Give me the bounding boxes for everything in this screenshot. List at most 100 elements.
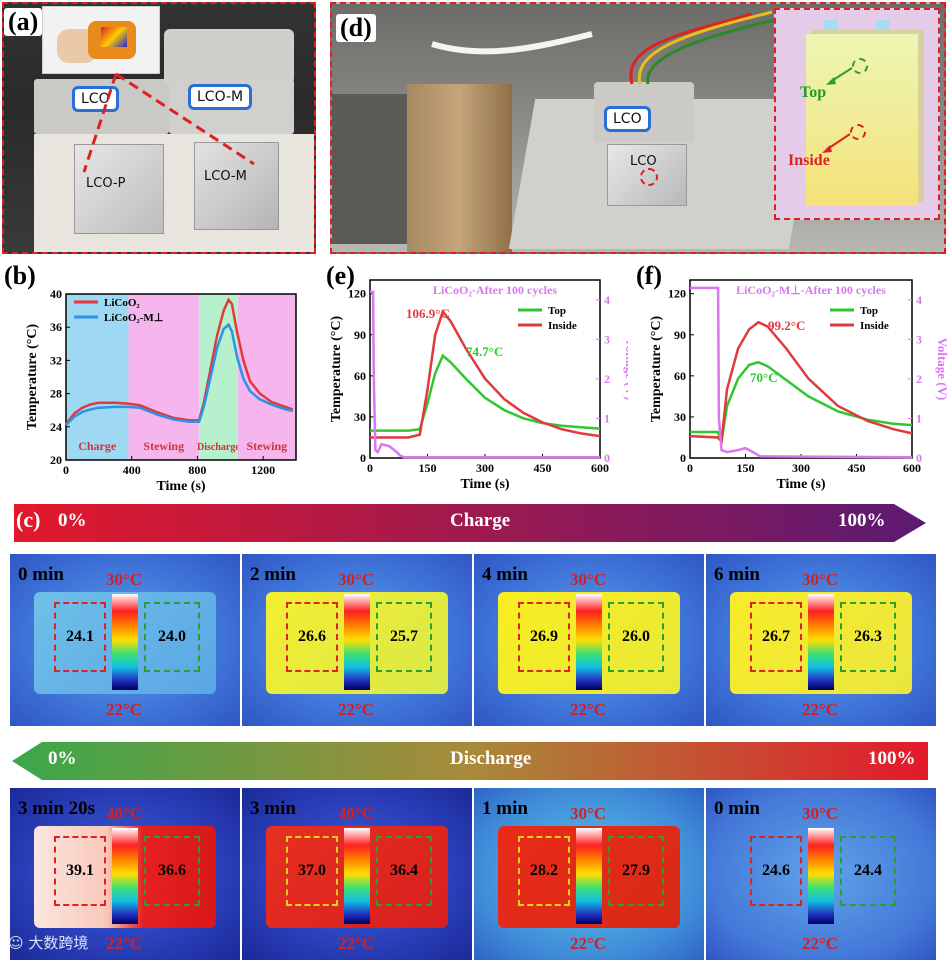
discharge-arrow-bar: 0% Discharge 100% <box>12 740 928 782</box>
x-tick-label-0: 0 <box>63 463 69 477</box>
series-line-0 <box>370 353 601 432</box>
ir-frame: 3 min 40°C 22°C 37.0 36.4 <box>242 788 472 960</box>
ir-time-label: 1 min <box>482 798 528 819</box>
y2-tick-label-2: 2 <box>916 372 922 386</box>
ir-color-scale <box>576 594 602 690</box>
region-0 <box>66 294 129 460</box>
ir-scale-min: 22°C <box>570 934 607 953</box>
ir-color-scale <box>344 828 370 924</box>
x-tick-label-3: 1200 <box>251 463 275 477</box>
tag-lco-d: LCO <box>604 106 651 132</box>
legend-label-1: Inside <box>548 320 577 332</box>
annotation-1: 74.7°C <box>466 344 503 359</box>
ir-color-scale <box>808 828 834 924</box>
ir-color-scale <box>112 828 138 924</box>
discharge-title: Discharge <box>450 748 532 769</box>
region-label-2: Discharge <box>197 442 240 453</box>
discharge-ir-row: 3 min 20s 40°C 22°C 39.1 36.6 3 min 40°C 22°C 37… <box>10 788 938 960</box>
wood-press <box>407 84 512 252</box>
ir-time-label: 0 min <box>714 798 760 819</box>
y2-tick-label-4: 4 <box>916 293 922 307</box>
series-line-1 <box>370 309 601 439</box>
legend-label-1: Inside <box>860 320 889 332</box>
watermark-logo-icon: ☺ <box>8 934 29 952</box>
watermark-text: 大数跨境 <box>28 934 89 952</box>
charge-start-label: 0% <box>58 510 87 531</box>
ir-box-right: 25.7 <box>376 602 432 672</box>
x-tick-label-2: 800 <box>188 463 206 477</box>
legend-label-1: LiCoO₂-M⊥ <box>104 312 163 324</box>
ir-scale-min: 22°C <box>570 700 607 719</box>
charge-arrow-bar: (c) 0% Charge 100% <box>14 502 926 544</box>
ir-time-label: 0 min <box>18 564 64 585</box>
x-axis-label: Time (s) <box>776 477 825 492</box>
ir-time-label: 3 min <box>250 798 296 819</box>
legend-label-0: LiCoO₂ <box>104 297 140 309</box>
x-tick-label-3: 450 <box>534 461 552 475</box>
region-label-3: Stewing <box>247 439 288 453</box>
x-tick-label-0: 0 <box>367 461 373 475</box>
x-tick-label-4: 600 <box>591 461 609 475</box>
cell-diagram-inset: Top Inside <box>774 8 940 220</box>
cell-label-lco-m: LCO-M <box>204 169 247 184</box>
y-tick-label-3: 90 <box>674 328 686 342</box>
ir-box-right: 24.4 <box>840 836 896 906</box>
panel-label-a: (a) <box>4 8 43 36</box>
ir-box-left: 39.1 <box>54 836 106 906</box>
y-tick-label-4: 36 <box>50 320 62 334</box>
chart-b-svg: Charge Stewing Discharge Stewing 0 400 800 1200… <box>25 287 297 494</box>
y2-axis-label: Voltage (V) <box>935 338 948 401</box>
panel-label-f: (f) <box>636 261 662 290</box>
x-tick-label-0: 0 <box>687 461 693 475</box>
annotation-1: 70°C <box>750 370 778 385</box>
series-line-1 <box>65 322 294 426</box>
x-axis-label: Time (s) <box>156 479 205 494</box>
region-label-1: Stewing <box>143 439 184 453</box>
dashed-pointer-lines <box>82 72 255 173</box>
ir-box-right: 26.0 <box>608 602 664 672</box>
ir-scale-max: 30°C <box>570 570 607 589</box>
ir-time-label: 3 min 20s <box>18 798 96 819</box>
y2-tick-label-3: 3 <box>916 332 922 346</box>
ir-box-left: 24.1 <box>54 602 106 672</box>
charge-arrow-shape <box>14 504 926 542</box>
legend-label-0: Top <box>860 305 878 317</box>
ir-time-label: 2 min <box>250 564 296 585</box>
y-tick-label-1: 30 <box>354 410 366 424</box>
ir-frame: 2 min 30°C 22°C 26.6 25.7 <box>242 554 472 726</box>
x-axis-label: Time (s) <box>460 477 509 492</box>
ir-box-left: 26.7 <box>750 602 802 672</box>
y2-tick-label-1: 1 <box>604 411 610 425</box>
discharge-start-label: 0% <box>48 748 77 769</box>
label-inside: Inside <box>788 152 830 169</box>
y2-tick-label-3: 3 <box>604 332 610 346</box>
x-tick-label-2: 300 <box>476 461 494 475</box>
discharge-arrow-shape <box>12 742 928 780</box>
ir-scale-min: 22°C <box>106 700 143 719</box>
panel-label-d: (d) <box>336 14 376 42</box>
diagram-tab-right <box>876 20 890 36</box>
x-tick-label-1: 150 <box>419 461 437 475</box>
x-tick-label-4: 600 <box>903 461 921 475</box>
ir-box-right: 26.3 <box>840 602 896 672</box>
label-top: Top <box>800 84 827 101</box>
ir-time-label: 6 min <box>714 564 760 585</box>
ir-frame: 6 min 30°C 22°C 26.7 26.3 <box>706 554 936 726</box>
region-3 <box>237 294 296 460</box>
arrow-inside-head <box>822 145 832 153</box>
tag-lco-m: LCO-M <box>188 84 253 110</box>
wire-green <box>646 14 793 85</box>
annotation-0: 106.9°C <box>406 306 450 321</box>
wires <box>431 10 793 85</box>
x-tick-label-3: 450 <box>848 461 866 475</box>
y-tick-label-2: 60 <box>354 369 366 383</box>
camera-screen-shape <box>101 27 127 47</box>
top-probe-circle <box>852 58 868 74</box>
ir-box-left: 28.2 <box>518 836 570 906</box>
y2-tick-label-4: 4 <box>604 293 610 307</box>
x-tick-label-2: 300 <box>792 461 810 475</box>
chart-b: (b) Charge Stewing Discharge Stewing 0 400 800… <box>0 258 310 498</box>
region-1 <box>128 294 200 460</box>
y-tick-label-4: 120 <box>348 287 366 301</box>
